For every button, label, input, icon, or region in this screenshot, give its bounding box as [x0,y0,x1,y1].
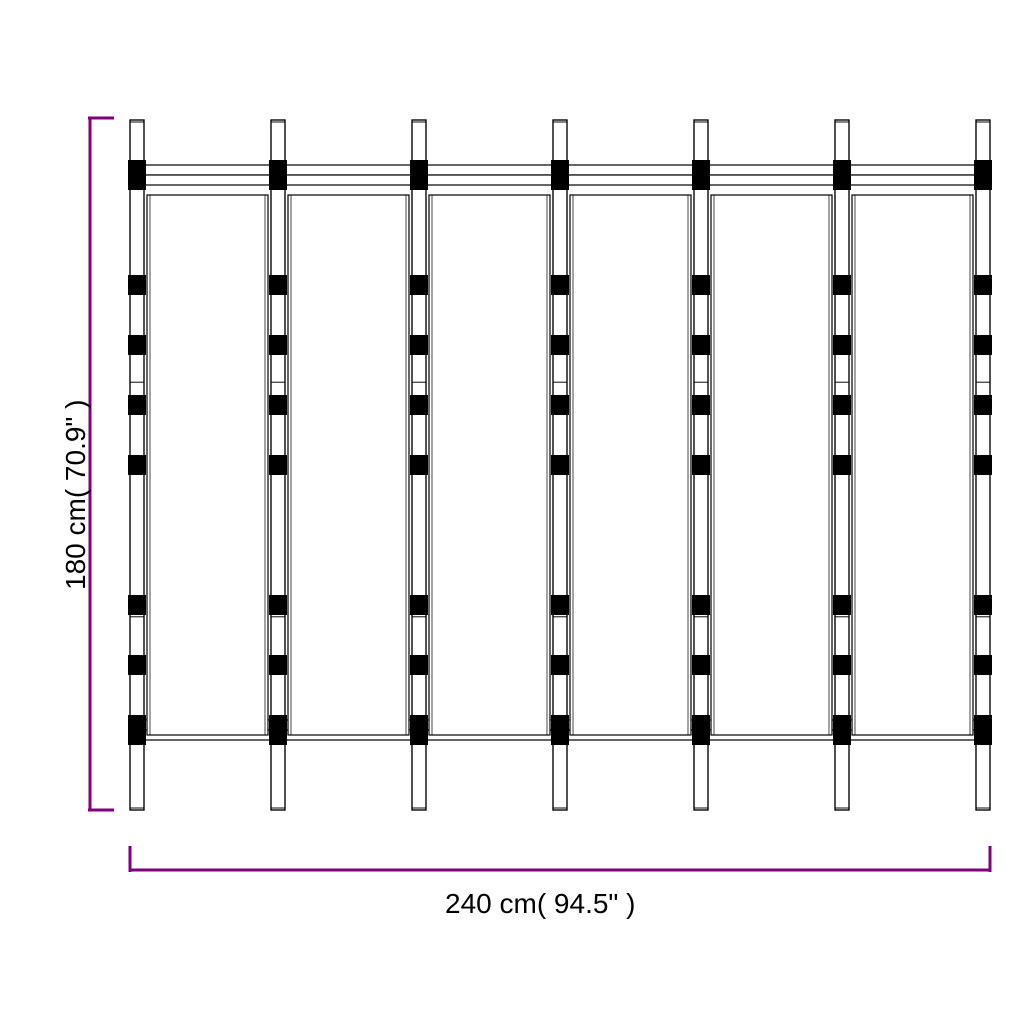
diagram-stage: 180 cm( 70.9" ) 240 cm( 94.5" ) [0,0,1024,1024]
width-dimension-label: 240 cm( 94.5" ) [445,888,635,920]
height-dimension-label: 180 cm( 70.9" ) [60,400,92,590]
product-drawing-svg [0,0,1024,1024]
